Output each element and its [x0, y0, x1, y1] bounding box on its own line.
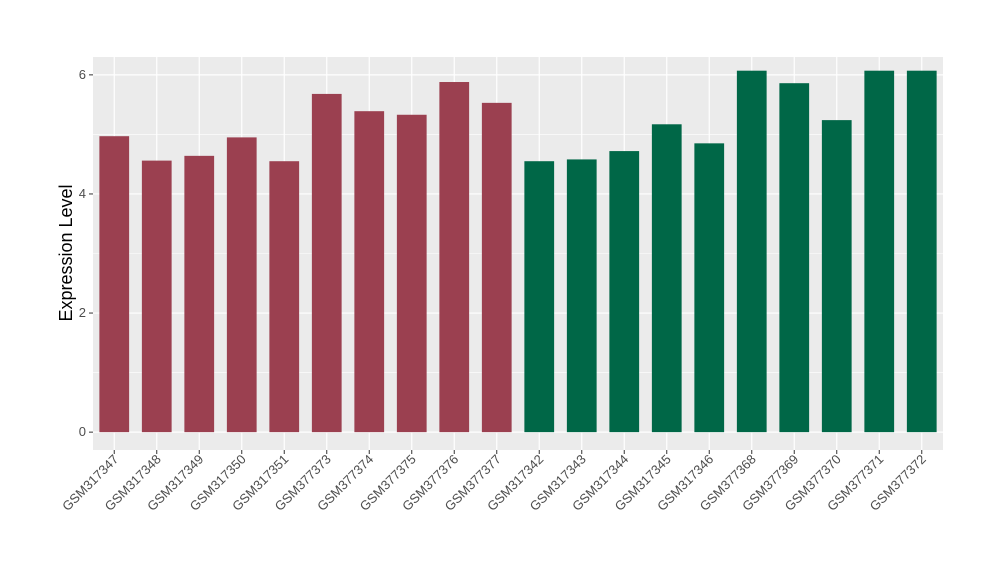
bar-GSM317348	[141, 160, 172, 433]
bar-GSM317345	[651, 124, 682, 433]
bar-GSM377371	[864, 70, 895, 433]
y-tick-label: 6	[79, 67, 86, 82]
bar-GSM377376	[439, 82, 470, 433]
bar-GSM377368	[736, 70, 767, 433]
bar-GSM377374	[354, 111, 385, 433]
y-tick-label: 4	[79, 186, 86, 201]
bar-GSM317342	[524, 161, 555, 433]
bar-GSM377370	[821, 120, 852, 433]
bar-GSM317347	[99, 136, 130, 433]
y-axis: 0 2 4 6	[79, 67, 93, 439]
bar-GSM317344	[609, 151, 640, 433]
bar-GSM317346	[694, 143, 725, 433]
bars	[99, 70, 937, 433]
bar-GSM377377	[481, 102, 512, 433]
y-axis-title: Expression Level	[56, 184, 76, 321]
bar-GSM377375	[396, 114, 427, 433]
y-tick-label: 0	[79, 424, 86, 439]
y-tick-label: 2	[79, 305, 86, 320]
bar-GSM317349	[184, 155, 215, 433]
bar-GSM377372	[906, 70, 937, 433]
bar-GSM317350	[226, 137, 257, 433]
bar-GSM377369	[779, 83, 810, 433]
x-axis: GSM317347GSM317348GSM317349GSM317350GSM3…	[59, 450, 929, 514]
bar-GSM317343	[566, 159, 597, 433]
bar-GSM317351	[269, 161, 300, 433]
bar-GSM377373	[311, 93, 342, 433]
